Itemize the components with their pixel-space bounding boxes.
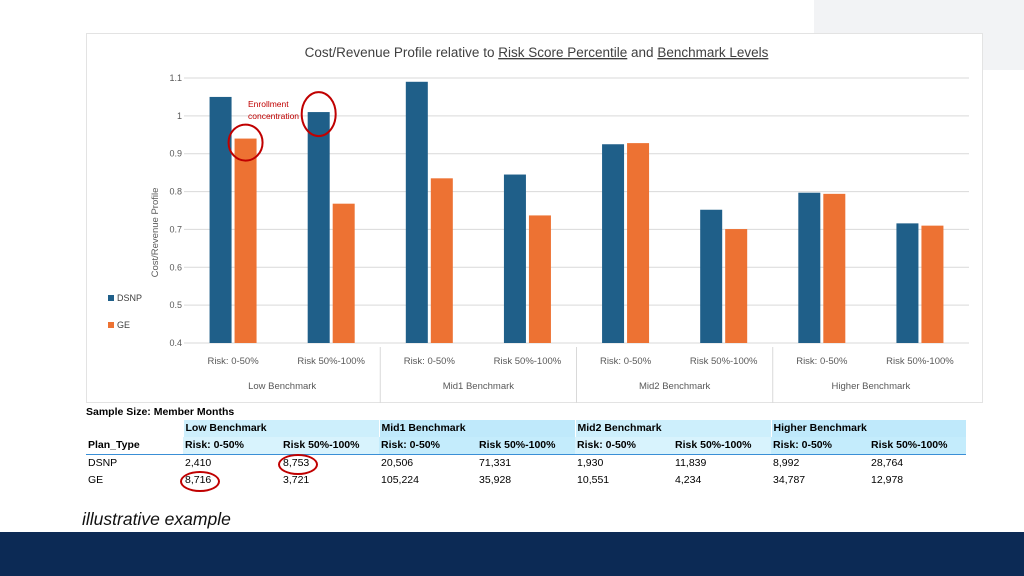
table-group-header-row: Low Benchmark Mid1 Benchmark Mid2 Benchm…	[86, 420, 967, 437]
table-cell: 34,787	[773, 474, 806, 486]
bar-ge	[528, 215, 551, 343]
bar-dsnp	[503, 174, 526, 343]
y-tick-label: 0.6	[169, 262, 182, 272]
footer-band	[0, 532, 1024, 576]
legend-swatch-dsnp	[108, 295, 114, 301]
sub-header: Risk 50%-100%	[281, 437, 380, 455]
group-header-mid2: Mid2 Benchmark	[574, 420, 772, 437]
legend-label-dsnp: DSNP	[117, 293, 142, 303]
sub-header: Risk: 0-50%	[771, 437, 870, 455]
legend-swatch-ge	[108, 322, 114, 328]
bar-dsnp	[896, 223, 919, 343]
table-cell: 8,992	[773, 457, 800, 469]
bar-ge	[921, 225, 944, 343]
bar-dsnp	[209, 96, 232, 343]
x-tick-label: Risk 50%-100%	[690, 356, 758, 367]
highlight-circle	[180, 471, 220, 492]
sub-header: Risk 50%-100%	[477, 437, 576, 455]
group-header-mid1: Mid1 Benchmark	[378, 420, 576, 437]
bar-chart: Cost/Revenue Profile relative to Risk Sc…	[108, 45, 969, 403]
y-tick-label: 0.9	[169, 149, 182, 159]
chart-title: Cost/Revenue Profile relative to Risk Sc…	[305, 45, 769, 60]
sub-header: Risk 50%-100%	[673, 437, 772, 455]
table-corner-cell	[86, 420, 183, 437]
table-cell: 12,978	[871, 474, 904, 486]
table-cell: 1,930	[577, 457, 604, 469]
bar-dsnp	[602, 144, 625, 343]
table-cell: 105,224	[381, 474, 419, 486]
table-title: Sample Size: Member Months	[86, 406, 235, 418]
table-row: DSNP 2,410 8,753 20,506 71,331 1,930 11,…	[86, 454, 966, 475]
group-header-low: Low Benchmark	[182, 420, 380, 437]
row-header-label: Plan_Type	[86, 437, 183, 455]
highlight-circle	[300, 91, 337, 138]
bar-dsnp	[798, 192, 821, 343]
table-row: GE 8,716 3,721 105,224 35,928 10,551 4,2…	[86, 471, 966, 492]
y-tick-label: 0.5	[169, 300, 182, 310]
table-sub-header-row: Plan_Type Risk: 0-50% Risk 50%-100% Risk…	[86, 437, 967, 455]
table-cell-highlighted: 8,753	[278, 454, 379, 475]
table-cell: 2,410	[185, 457, 212, 469]
sample-size-table-section: Sample Size: Member Months Low Benchmark…	[86, 405, 996, 492]
sub-header: Risk: 0-50%	[379, 437, 478, 455]
y-tick-label: 0.4	[169, 338, 182, 348]
bar-ge	[332, 203, 355, 343]
group-label: Low Benchmark	[248, 381, 316, 392]
group-label: Higher Benchmark	[832, 381, 911, 392]
table-cell: 4,234	[675, 474, 702, 486]
footnote: illustrative example	[82, 509, 231, 529]
bar-ge	[725, 229, 748, 343]
x-tick-label: Risk: 0-50%	[600, 356, 652, 367]
x-tick-label: Risk 50%-100%	[886, 356, 954, 367]
annotation-text: Enrollment	[248, 99, 289, 109]
row-label: DSNP	[88, 457, 118, 469]
x-tick-label: Risk: 0-50%	[404, 356, 456, 367]
annotation-text: concentration	[248, 111, 299, 121]
bar-dsnp	[405, 81, 428, 344]
x-tick-label: Risk 50%-100%	[297, 356, 365, 367]
x-tick-label: Risk: 0-50%	[796, 356, 848, 367]
table-cell: 11,839	[675, 457, 707, 469]
table-cell-highlighted: 8,716	[180, 471, 281, 492]
group-label: Mid1 Benchmark	[443, 381, 515, 392]
x-tick-label: Risk 50%-100%	[494, 356, 562, 367]
highlight-circle	[278, 454, 318, 475]
bar-ge	[823, 193, 846, 343]
y-axis-label: Cost/Revenue Profile	[150, 188, 161, 278]
bar-ge	[234, 138, 257, 343]
table-cell: 10,551	[577, 474, 610, 486]
x-tick-label: Risk: 0-50%	[207, 356, 259, 367]
row-label: GE	[88, 474, 104, 486]
group-label: Mid2 Benchmark	[639, 381, 711, 392]
sample-size-table: Low Benchmark Mid1 Benchmark Mid2 Benchm…	[86, 420, 967, 492]
table-cell: 35,928	[479, 474, 512, 486]
bar-dsnp	[700, 209, 723, 343]
bar-ge	[627, 143, 650, 343]
table-cell: 71,331	[479, 457, 512, 469]
y-tick-label: 0.8	[169, 187, 182, 197]
group-header-higher: Higher Benchmark	[770, 420, 967, 437]
y-tick-label: 1	[177, 111, 182, 121]
table-cell: 3,721	[283, 474, 310, 486]
sub-header: Risk 50%-100%	[869, 437, 967, 455]
sub-header: Risk: 0-50%	[575, 437, 674, 455]
y-tick-label: 0.7	[169, 224, 182, 234]
legend-label-ge: GE	[117, 320, 130, 330]
sub-header: Risk: 0-50%	[183, 437, 281, 455]
highlight-circle	[227, 123, 264, 162]
bar-dsnp	[307, 112, 330, 343]
table-cell: 20,506	[381, 457, 414, 469]
table-cell: 28,764	[871, 457, 904, 469]
bar-ge	[430, 178, 453, 343]
y-tick-label: 1.1	[169, 73, 182, 83]
